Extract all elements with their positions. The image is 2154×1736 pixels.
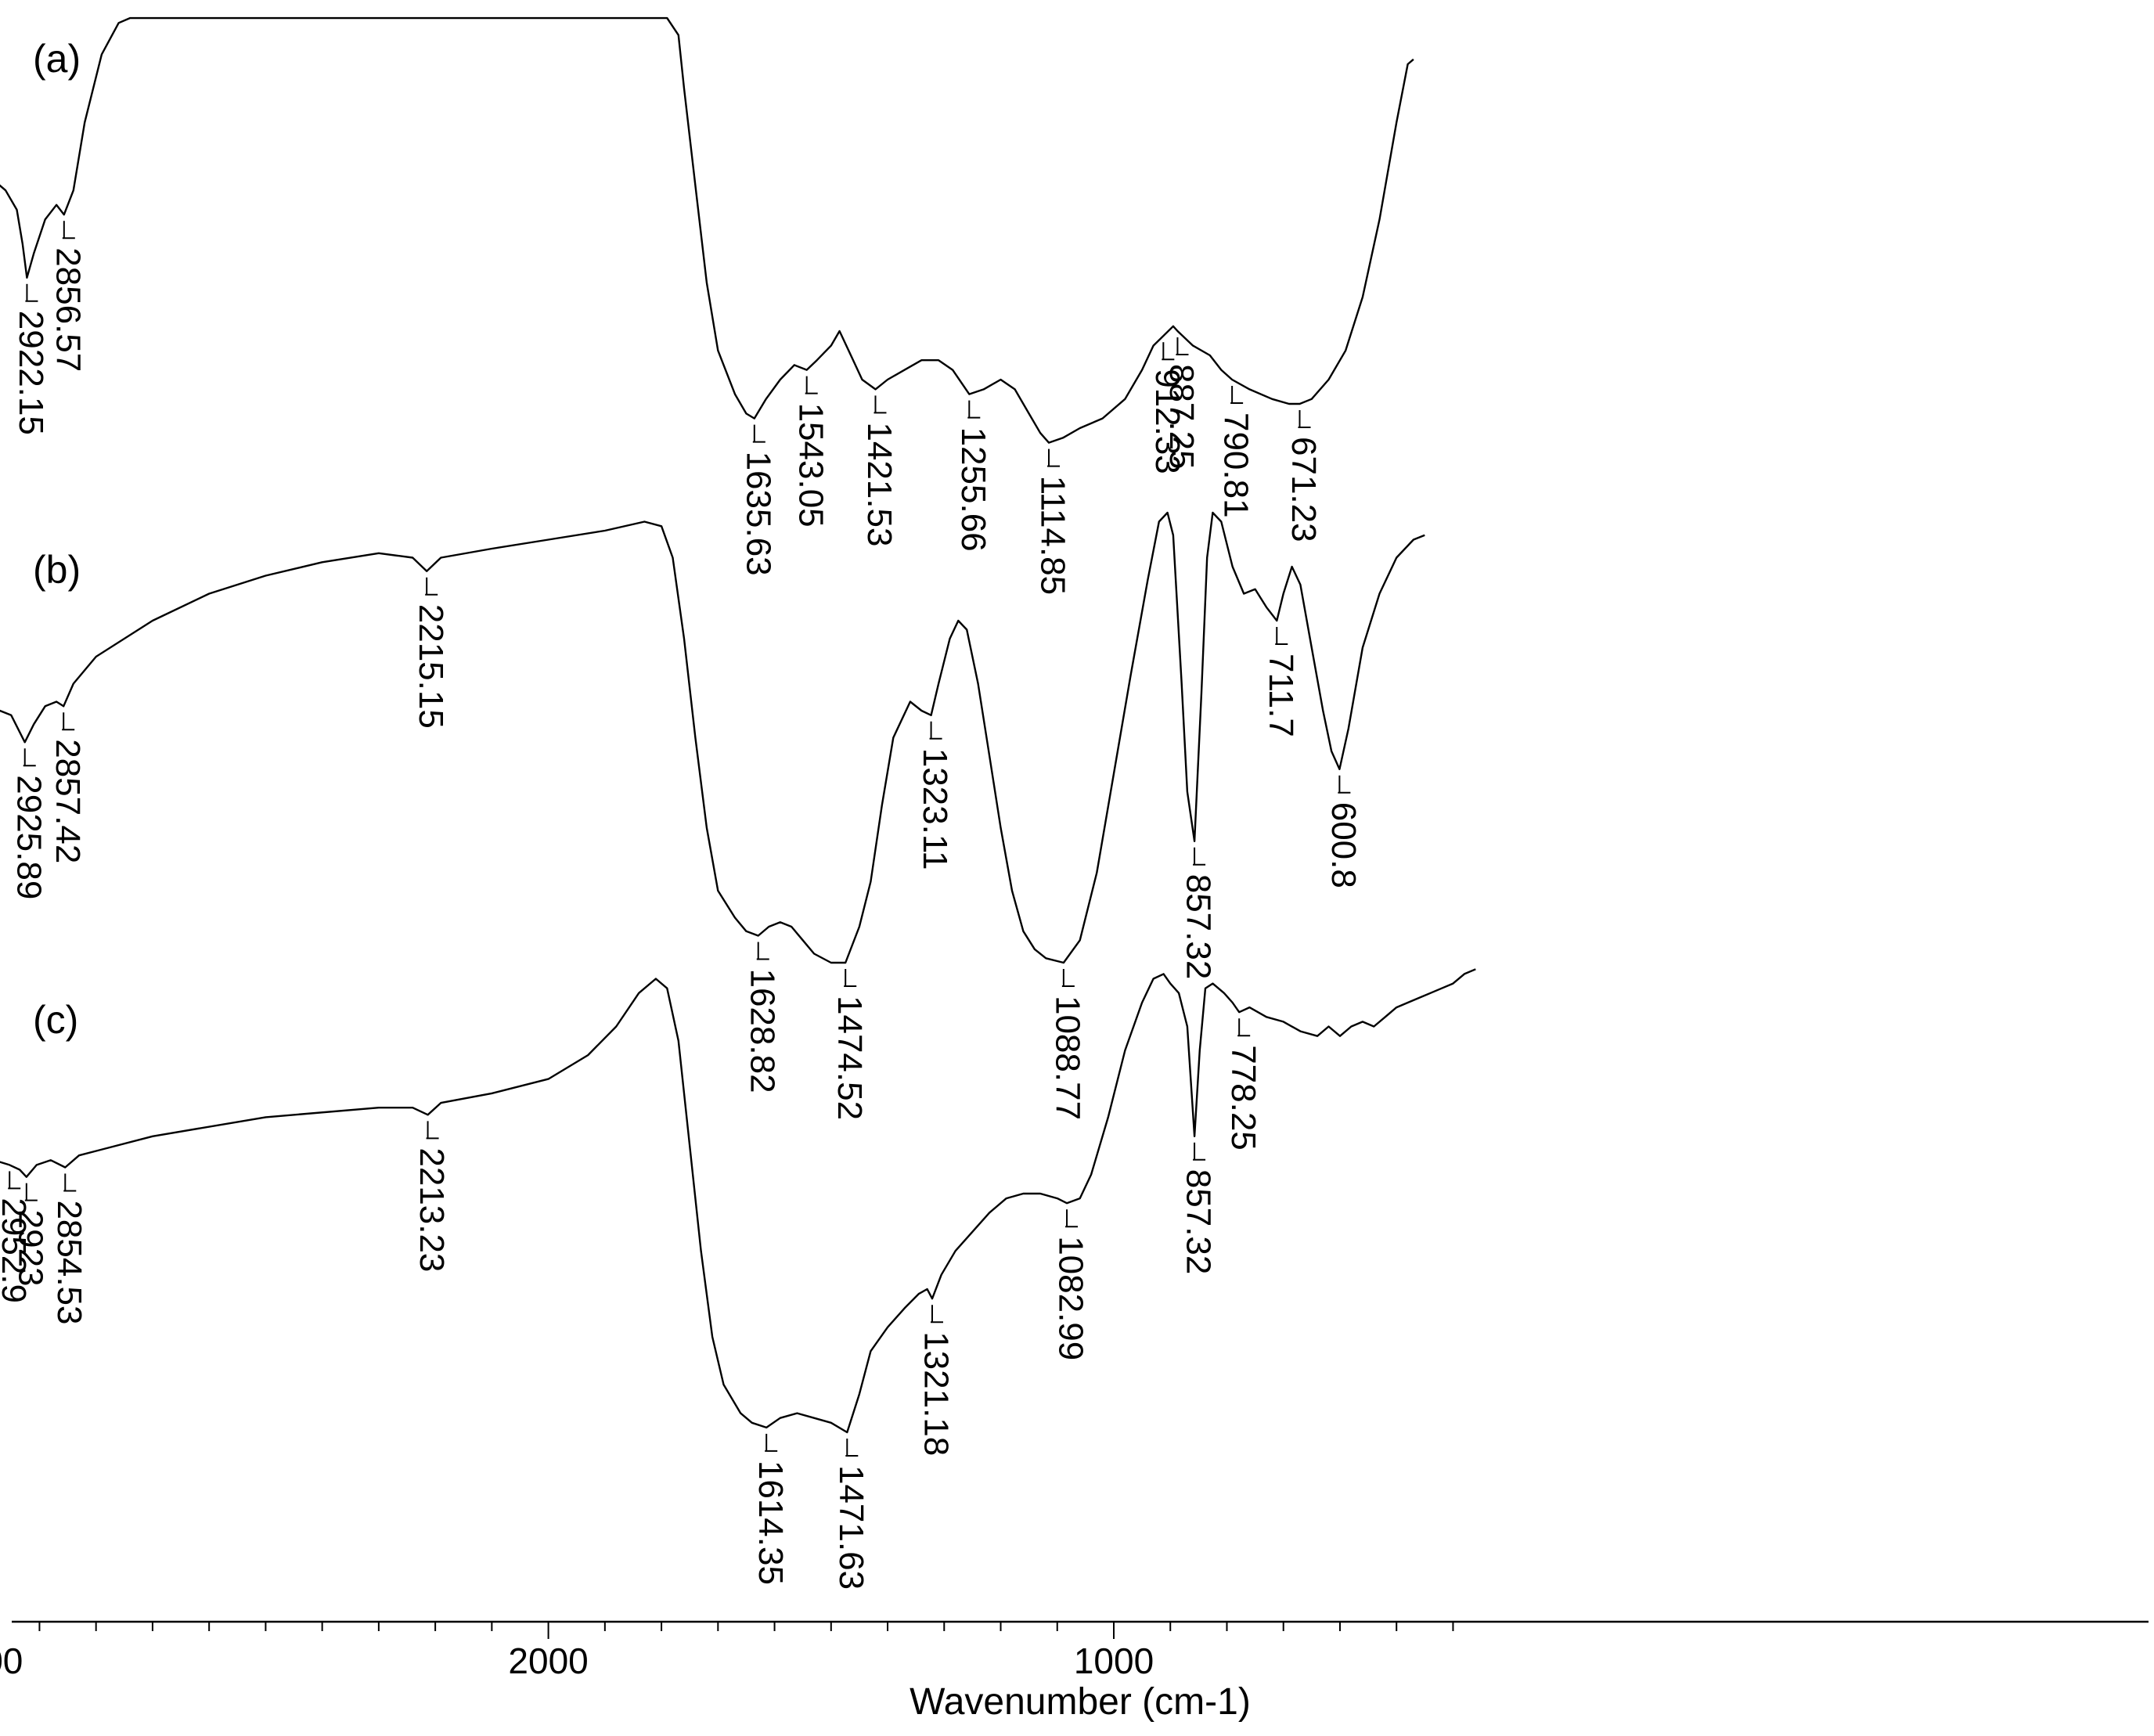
peak-label: 1088.77 [1048,969,1086,1120]
peak-value-label: 1323.11 [916,748,954,870]
series-2: (b)3394.582925.892857.422215.151628.8214… [0,511,1425,1120]
series-1: (a)3429.432922.152856.571635.631543.0514… [0,16,1414,596]
series-layer: (a)3429.432922.152856.571635.631543.0514… [0,16,1476,1590]
series-name-label: (c) [33,998,78,1042]
peak-value-label: 1543.05 [791,403,830,528]
peak-label: 2856.57 [49,221,87,372]
x-tick-label: 2000 [508,1641,588,1681]
peak-value-label: 2215.15 [412,604,450,729]
peak-value-label: 2857.42 [49,739,87,863]
spectrum-line [0,16,1414,444]
peak-label: 1543.05 [791,376,830,528]
peak-label: 2952.9 [0,1171,33,1303]
peak-label: 711.7 [1262,627,1300,737]
peak-value-label: 600.8 [1324,802,1363,888]
peak-value-label: 887.25 [1162,364,1201,470]
peak-label: 1323.11 [916,721,954,870]
peak-value-label: 2856.57 [49,247,87,372]
peak-value-label: 1635.63 [739,452,777,576]
peak-label: 2215.15 [412,577,450,729]
peak-value-label: 1114.85 [1034,476,1072,596]
peak-label: 2857.42 [49,712,87,863]
peak-label: 2854.53 [50,1173,88,1325]
peak-label: 912.33 [1148,342,1187,474]
peak-value-label: 2213.23 [412,1147,451,1272]
peak-value-label: 2952.9 [0,1198,33,1303]
peak-value-label: 1421.53 [860,422,899,546]
peak-label: 2922.15 [12,283,50,435]
peak-label: 1471.63 [832,1439,870,1590]
series-name-label: (b) [33,548,81,592]
peak-label: 790.81 [1217,386,1255,518]
x-axis-label: Wavenumber (cm-1) [910,1681,1251,1723]
peak-value-label: 1321.18 [917,1331,956,1456]
peak-label: 857.32 [1180,847,1218,980]
spectrum-line [0,968,1476,1434]
peak-label: 1114.85 [1034,448,1072,596]
peak-value-label: 2854.53 [50,1200,88,1324]
peak-label: 778.25 [1224,1018,1263,1151]
series-name-label: (a) [33,37,81,81]
peak-value-label: 790.81 [1217,412,1255,518]
peak-label: 600.8 [1324,775,1363,888]
peak-value-label: 1082.99 [1052,1236,1090,1360]
peak-label: 1635.63 [739,424,777,576]
peak-value-label: 912.33 [1148,369,1187,474]
peak-label: 1628.82 [743,942,781,1093]
peak-label: 1321.18 [917,1305,956,1456]
x-axis: 4000300020001000 [0,1620,2149,1681]
peak-value-label: 857.32 [1180,874,1218,980]
peak-value-label: 2923 [11,1210,49,1287]
peak-value-label: 1474.52 [830,996,869,1120]
peak-value-label: 857.32 [1180,1169,1218,1275]
peak-value-label: 1628.82 [743,969,781,1093]
peak-label: 1082.99 [1052,1209,1090,1360]
peak-value-label: 1614.35 [751,1460,790,1585]
x-tick-label: 3000 [0,1641,23,1681]
peak-value-label: 1255.66 [954,427,992,552]
peak-label: 2213.23 [412,1121,451,1272]
peak-value-label: 671.23 [1284,437,1323,542]
peak-label: 1421.53 [860,395,899,546]
peak-label: 2923 [11,1183,49,1287]
peak-value-label: 778.25 [1224,1045,1263,1151]
peak-value-label: 2925.89 [9,775,48,899]
peak-label: 2925.89 [9,748,48,899]
peak-label: 1474.52 [830,969,869,1120]
series-3: (c)3372.42952.929232854.532213.231614.35… [0,968,1476,1590]
peak-value-label: 1471.63 [832,1465,870,1590]
peak-label: 1255.66 [954,400,992,552]
peak-value-label: 711.7 [1262,654,1300,737]
peak-value-label: 2922.15 [12,311,50,435]
peak-label: 671.23 [1284,410,1323,542]
spectrum-line [0,511,1425,964]
x-tick-label: 1000 [1074,1641,1154,1681]
peak-label: 887.25 [1162,337,1201,470]
peak-value-label: 1088.77 [1048,996,1086,1120]
peak-label: 857.32 [1180,1142,1218,1275]
peak-label: 1614.35 [751,1433,790,1585]
